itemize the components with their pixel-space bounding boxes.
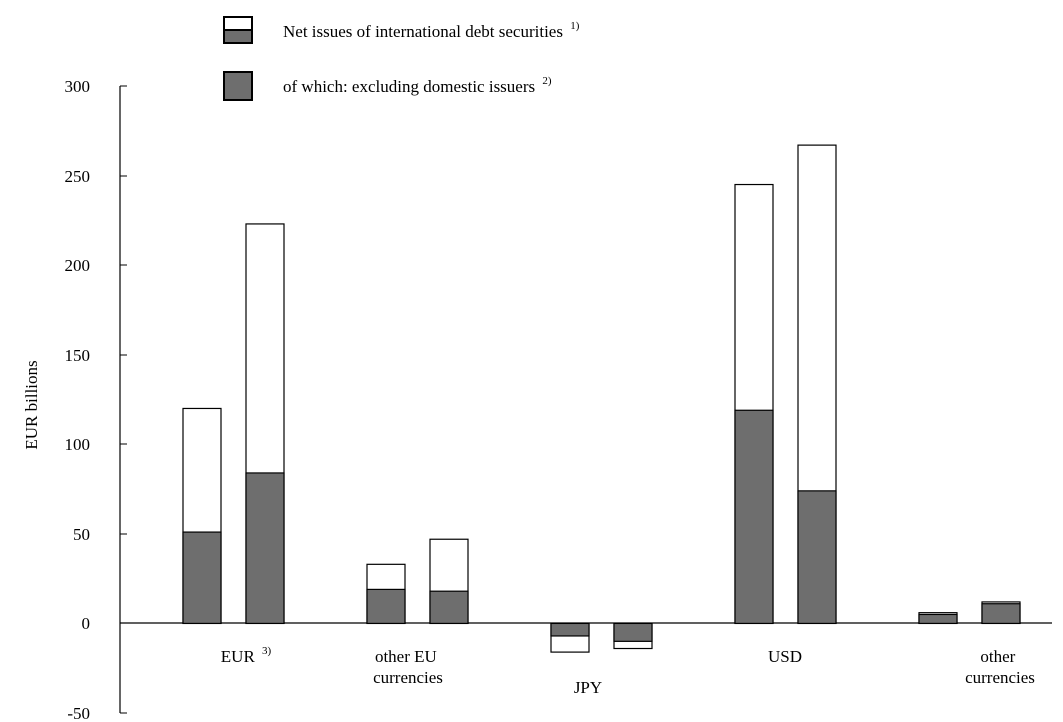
category-label-other-eu: other EU currencies: [373, 647, 443, 687]
bar-excluding-domestic: [550, 622, 590, 637]
bar-excluding-domestic: [613, 622, 653, 642]
y-tick-300: 300: [65, 77, 127, 96]
category-label-usd: USD: [768, 647, 802, 666]
y-axis-label: EUR billions: [22, 360, 41, 449]
y-tick-0: 0: [82, 614, 127, 633]
y-tick-150: 150: [65, 346, 127, 365]
y-tick-label: 150: [65, 346, 91, 365]
y-tick-100: 100: [65, 435, 127, 454]
y-tick-label: 200: [65, 256, 91, 275]
bar-excluding-domestic: [734, 409, 774, 625]
y-ticks: 300 250 200 150 100 50 0 -50: [65, 77, 127, 722]
legend: Net issues of international debt securit…: [223, 16, 580, 101]
legend-swatch-excluding-domestic: [223, 71, 253, 101]
y-tick-label: 250: [65, 167, 91, 186]
bar-excluding-domestic: [366, 588, 406, 625]
y-tick-label: 50: [73, 525, 90, 544]
bar-excluding-domestic: [245, 472, 285, 625]
y-tick-minus-50: -50: [67, 704, 127, 722]
bar-excluding-domestic: [797, 490, 837, 625]
y-tick-label: 100: [65, 435, 91, 454]
bar-excluding-domestic: [182, 531, 222, 625]
category-label-other: other currencies: [965, 647, 1035, 687]
category-labels: EUR 3) other EU currencies JPY USD other…: [221, 645, 1035, 697]
bar-excluding-domestic: [429, 590, 469, 625]
bars: [182, 144, 1021, 653]
legend-swatch-total: [223, 16, 253, 44]
y-tick-label: -50: [67, 704, 90, 722]
bar-excluding-domestic: [981, 603, 1021, 625]
bar-excluding-domestic: [918, 613, 958, 625]
y-tick-200: 200: [65, 256, 127, 275]
category-label-jpy: JPY: [574, 678, 602, 697]
y-tick-250: 250: [65, 167, 127, 186]
y-tick-label: 0: [82, 614, 91, 633]
legend-label-excluding-domestic: of which: excluding domestic issuers 2): [283, 75, 552, 96]
legend-label-total: Net issues of international debt securit…: [283, 20, 580, 41]
category-label-eur: EUR 3): [221, 645, 272, 666]
y-tick-50: 50: [73, 525, 127, 544]
y-tick-label: 300: [65, 77, 91, 96]
